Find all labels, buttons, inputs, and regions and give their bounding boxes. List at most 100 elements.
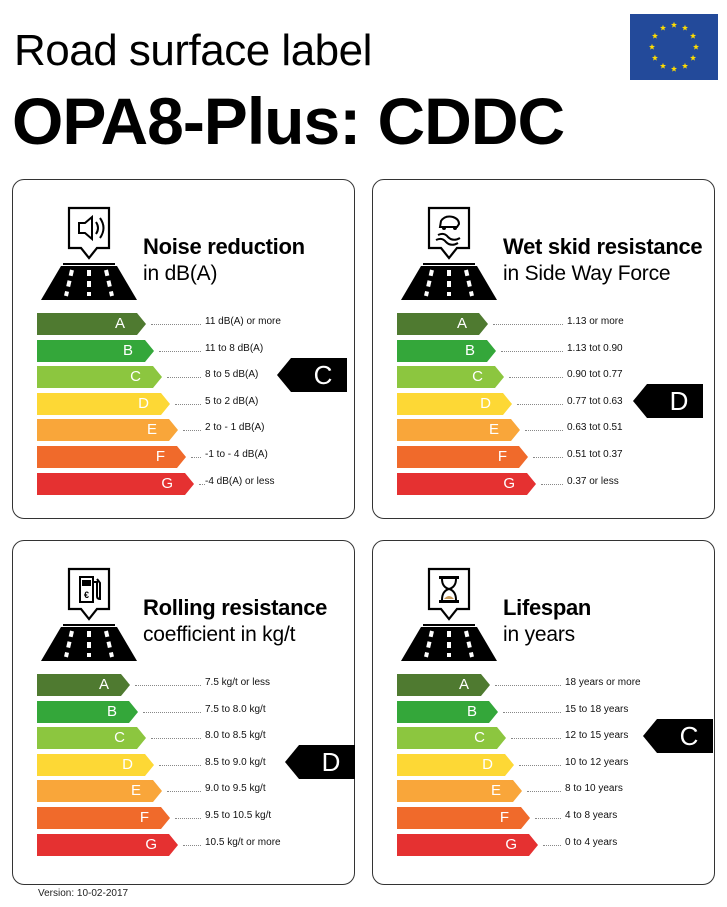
page-title: OPA8-Plus: CDDC: [12, 84, 565, 158]
eu-star-icon: [670, 65, 678, 72]
class-bar-d: D: [37, 753, 154, 776]
panel-heading: Noise reduction in dB(A): [143, 234, 305, 288]
range-label: 1.13 tot 0.90: [567, 342, 623, 354]
range-label: 0.51 tot 0.37: [567, 448, 623, 460]
svg-text:€: €: [84, 590, 89, 600]
range-label: 5 to 2 dB(A): [205, 395, 259, 407]
leader-dots: [191, 456, 201, 458]
rating-marker: D: [633, 384, 703, 418]
range-label: 15 to 18 years: [565, 703, 629, 715]
leader-dots: [525, 430, 563, 432]
eu-star-icon: [690, 32, 697, 39]
leader-dots: [519, 764, 561, 766]
panel-unit: in dB(A): [143, 262, 218, 285]
class-bar-f: F: [397, 445, 528, 468]
leader-dots: [503, 711, 561, 713]
range-label: 4 to 8 years: [565, 809, 618, 821]
class-bar-b: B: [37, 339, 154, 362]
panel-heading: Rolling resistance coefficient in kg/t: [143, 595, 327, 649]
leader-dots: [167, 791, 201, 793]
eu-stars-icon: [648, 21, 700, 72]
range-label: 7.5 kg/t or less: [205, 677, 271, 688]
panel-title: Rolling resistance: [143, 595, 328, 620]
rating-marker: D: [285, 745, 355, 779]
class-bar-c: C: [37, 727, 146, 750]
class-bar-c: C: [397, 727, 506, 750]
class-bar-d: D: [37, 392, 170, 415]
leader-dots: [495, 685, 561, 686]
class-bar-c: C: [37, 366, 162, 389]
panel-heading: Wet skid resistance in Side Way Force: [503, 234, 703, 288]
road-sign-icon: [401, 567, 497, 661]
range-label: 0 to 4 years: [565, 836, 618, 848]
eu-star-icon: [681, 62, 689, 69]
leader-dots: [509, 377, 563, 379]
panel-heading: Lifespan in years: [503, 595, 591, 649]
leader-dots: [511, 738, 561, 740]
class-bar-a: A: [397, 313, 488, 335]
range-label: 7.5 to 8.0 kg/t: [205, 703, 266, 715]
leader-dots: [527, 791, 561, 793]
eu-star-icon: [648, 43, 656, 50]
eu-flag: [630, 14, 718, 80]
range-label: 8.0 to 8.5 kg/t: [205, 730, 266, 742]
leader-dots: [159, 350, 201, 352]
road-sign-icon: €: [41, 567, 137, 661]
range-label: 8 to 10 years: [565, 783, 623, 795]
leader-dots: [541, 483, 563, 485]
class-bar-g: G: [397, 833, 538, 856]
leader-dots: [535, 817, 561, 819]
class-bar-f: F: [37, 445, 186, 468]
eu-star-icon: [681, 24, 689, 31]
range-label: 11 to 8 dB(A): [205, 342, 264, 354]
range-label: 8.5 to 9.0 kg/t: [205, 756, 266, 768]
leader-dots: [175, 817, 201, 819]
class-bar-f: F: [397, 806, 530, 829]
eu-star-icon: [670, 21, 678, 28]
leader-dots: [543, 844, 561, 846]
class-bar-g: G: [397, 472, 536, 495]
eu-star-icon: [651, 32, 658, 39]
class-bar-b: B: [397, 339, 496, 362]
range-label: 9.5 to 10.5 kg/t: [205, 809, 272, 821]
range-label: 0.77 tot 0.63: [567, 395, 623, 407]
panel-unit: in years: [503, 623, 575, 646]
leader-dots: [175, 403, 201, 405]
range-label: 11 dB(A) or more: [205, 316, 281, 327]
range-label: 0.37 or less: [567, 475, 619, 487]
leader-dots: [135, 685, 201, 686]
range-label: 0.90 tot 0.77: [567, 369, 623, 381]
leader-dots: [151, 738, 201, 740]
eu-star-icon: [690, 54, 697, 61]
panel-unit: coefficient in kg/t: [143, 623, 296, 646]
range-label: -1 to - 4 dB(A): [205, 448, 268, 460]
range-label: 1.13 or more: [567, 316, 624, 327]
leader-dots: [533, 456, 563, 458]
leader-dots: [183, 430, 201, 432]
panel-unit: in Side Way Force: [503, 262, 671, 285]
eu-star-icon: [692, 43, 700, 50]
range-label: 9.0 to 9.5 kg/t: [205, 783, 266, 795]
class-bar-b: B: [37, 700, 138, 723]
range-label: 18 years or more: [565, 677, 641, 688]
rating-marker: C: [277, 358, 347, 392]
rolling-road-icon: €: [39, 565, 139, 665]
panel-wet-skid-resistance: Wet skid resistance in Side Way Force A 1…: [372, 179, 715, 519]
panel-title: Noise reduction: [143, 234, 305, 259]
panel-title: Wet skid resistance: [503, 234, 703, 259]
leader-dots: [501, 350, 563, 352]
class-bar-a: A: [37, 674, 130, 696]
eu-star-icon: [659, 62, 667, 69]
road-sign-icon: [41, 206, 137, 300]
range-label: 10 to 12 years: [565, 756, 629, 768]
eu-star-icon: [659, 24, 667, 31]
lifespan-road-icon: [399, 565, 499, 665]
leader-dots: [517, 403, 563, 405]
leader-dots: [143, 711, 201, 713]
leader-dots: [199, 483, 205, 485]
class-bar-f: F: [37, 806, 170, 829]
panel-title: Lifespan: [503, 595, 592, 620]
range-label: 8 to 5 dB(A): [205, 369, 259, 381]
noise-road-icon: [39, 204, 139, 304]
skid-road-icon: [399, 204, 499, 304]
